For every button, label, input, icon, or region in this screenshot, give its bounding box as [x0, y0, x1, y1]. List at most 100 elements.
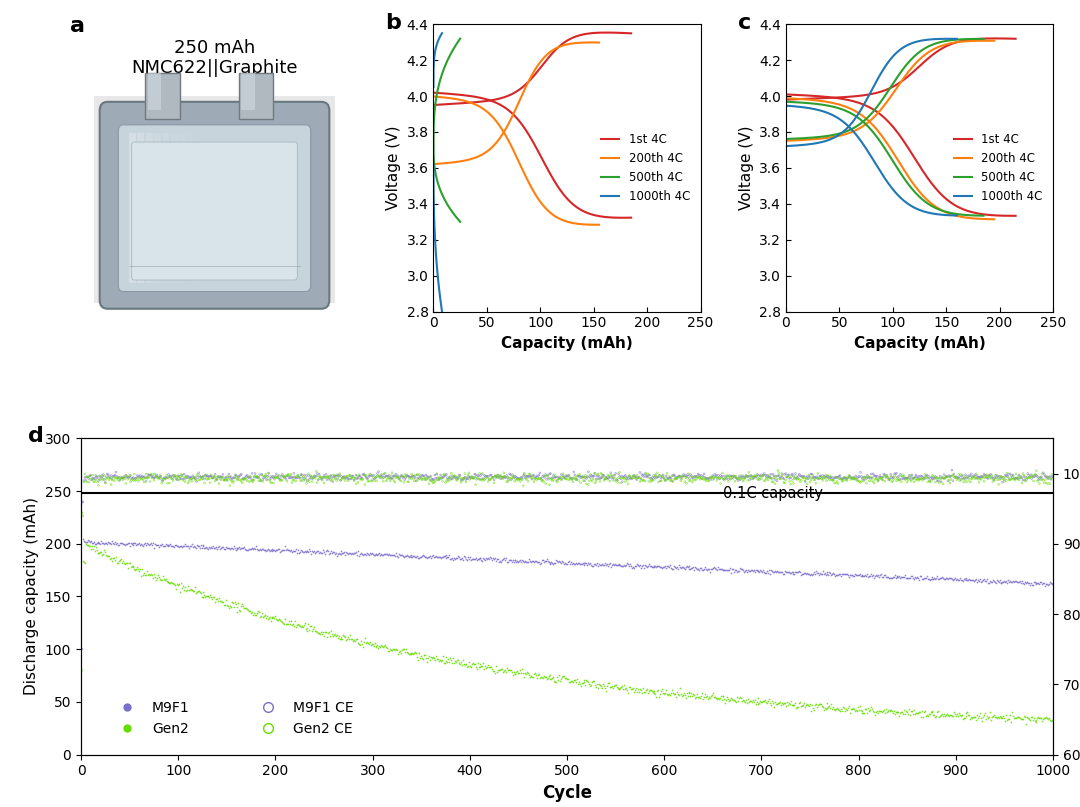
Point [705, 472, 723, 485]
Point [879, 571, 896, 583]
Point [261, 473, 279, 486]
Point [1014, 467, 1031, 480]
Point [109, 557, 126, 570]
Point [406, 646, 423, 659]
Point [690, 471, 707, 484]
Point [1003, 471, 1021, 484]
Point [766, 470, 783, 483]
Point [222, 541, 240, 554]
Point [383, 473, 401, 486]
Point [543, 472, 561, 485]
Point [855, 706, 873, 719]
Point [910, 470, 928, 483]
Point [402, 647, 419, 660]
Point [413, 471, 430, 484]
Point [768, 697, 785, 710]
Point [207, 592, 225, 605]
Point [428, 551, 445, 564]
Point [855, 570, 873, 583]
Point [107, 470, 124, 483]
Point [227, 598, 244, 611]
Point [998, 575, 1015, 587]
Point [652, 475, 670, 487]
Point [953, 468, 970, 481]
Point [616, 472, 633, 485]
Point [445, 471, 462, 484]
Point [435, 470, 453, 483]
Point [731, 474, 748, 487]
Point [315, 477, 333, 490]
Point [989, 474, 1007, 487]
Point [437, 468, 455, 481]
Point [289, 544, 307, 557]
Point [662, 474, 679, 487]
Point [642, 472, 659, 485]
Point [607, 467, 624, 480]
Point [111, 537, 129, 550]
Point [487, 470, 504, 483]
Point [748, 692, 766, 705]
Point [1029, 475, 1047, 487]
Point [728, 471, 745, 484]
Point [513, 472, 530, 485]
Point [310, 474, 327, 487]
Point [302, 470, 320, 483]
Point [308, 470, 325, 483]
Point [220, 473, 238, 486]
Point [590, 467, 607, 480]
Point [1043, 713, 1061, 726]
Point [738, 469, 755, 482]
Point [143, 468, 160, 481]
Point [356, 478, 374, 491]
Point [278, 473, 295, 486]
Point [730, 692, 747, 705]
Point [975, 468, 993, 481]
Point [883, 571, 901, 584]
Point [167, 470, 185, 483]
Point [294, 621, 311, 633]
Point [738, 470, 755, 483]
Point [387, 470, 404, 483]
Point [306, 470, 323, 483]
Point [565, 557, 582, 570]
Point [882, 571, 900, 584]
Point [846, 470, 863, 483]
Point [987, 576, 1004, 589]
Point [963, 470, 981, 483]
Point [921, 708, 939, 721]
Point [521, 468, 538, 481]
Point [636, 467, 653, 480]
Point [111, 472, 129, 485]
Point [147, 470, 164, 483]
Point [932, 475, 949, 487]
Point [126, 537, 143, 550]
Point [354, 548, 372, 561]
Point [991, 710, 1009, 723]
Point [543, 472, 561, 485]
Point [622, 681, 639, 694]
Point [332, 631, 349, 644]
Point [642, 469, 659, 482]
Point [908, 470, 926, 483]
Point [133, 570, 150, 583]
Point [403, 646, 420, 659]
Point [1035, 712, 1052, 725]
Point [849, 475, 866, 487]
Point [349, 472, 366, 485]
Point [658, 470, 675, 483]
Point [381, 549, 399, 562]
Point [536, 671, 553, 684]
Point [233, 541, 251, 554]
Point [872, 471, 889, 484]
Point [255, 543, 272, 556]
Point [416, 649, 433, 662]
Point [916, 472, 933, 485]
Point [441, 549, 458, 562]
Point [482, 550, 499, 563]
Point [343, 633, 361, 646]
Point [387, 476, 404, 489]
Point [321, 630, 338, 643]
Point [777, 468, 794, 481]
Point [721, 473, 739, 486]
Point [488, 553, 505, 566]
